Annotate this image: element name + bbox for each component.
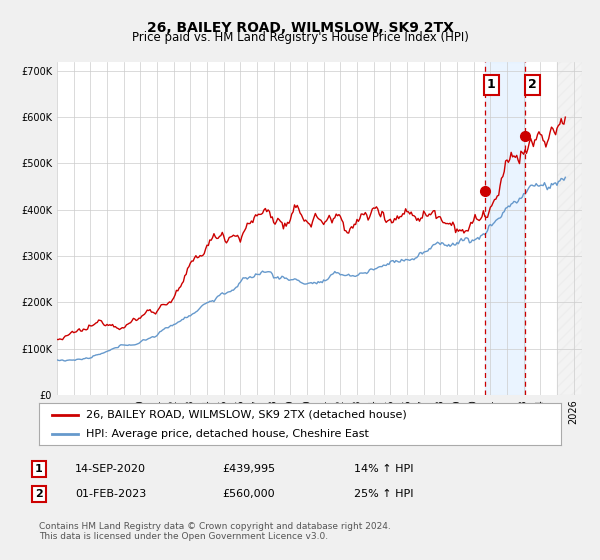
Text: 14% ↑ HPI: 14% ↑ HPI [354, 464, 413, 474]
Text: 26, BAILEY ROAD, WILMSLOW, SK9 2TX: 26, BAILEY ROAD, WILMSLOW, SK9 2TX [146, 21, 454, 35]
Bar [557, 62, 582, 395]
Text: 26, BAILEY ROAD, WILMSLOW, SK9 2TX (detached house): 26, BAILEY ROAD, WILMSLOW, SK9 2TX (deta… [86, 409, 407, 419]
Text: 2: 2 [35, 489, 43, 499]
Text: 1: 1 [35, 464, 43, 474]
Text: 25% ↑ HPI: 25% ↑ HPI [354, 489, 413, 499]
Text: 01-FEB-2023: 01-FEB-2023 [75, 489, 146, 499]
Text: £560,000: £560,000 [222, 489, 275, 499]
Text: Contains HM Land Registry data © Crown copyright and database right 2024.
This d: Contains HM Land Registry data © Crown c… [39, 522, 391, 542]
Text: 2: 2 [529, 78, 537, 91]
Text: £439,995: £439,995 [222, 464, 275, 474]
Bar [485, 62, 525, 395]
Text: 14-SEP-2020: 14-SEP-2020 [75, 464, 146, 474]
Text: Price paid vs. HM Land Registry's House Price Index (HPI): Price paid vs. HM Land Registry's House … [131, 31, 469, 44]
Text: HPI: Average price, detached house, Cheshire East: HPI: Average price, detached house, Ches… [86, 429, 369, 439]
Text: 1: 1 [487, 78, 496, 91]
